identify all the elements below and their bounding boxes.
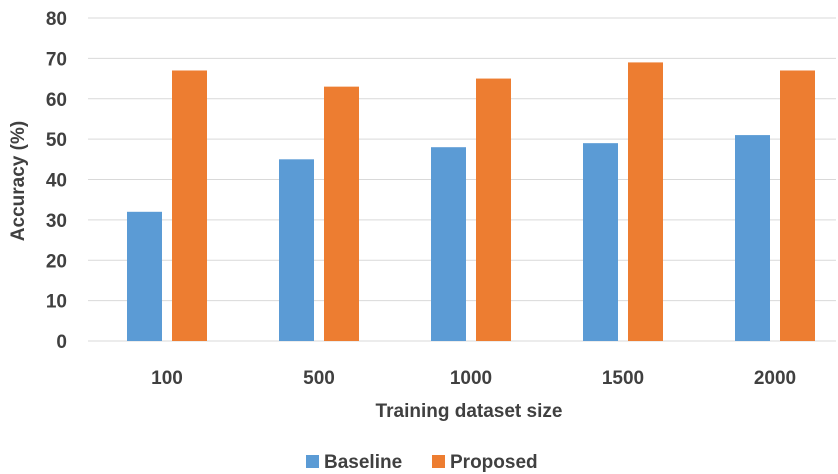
y-tick-label: 70 <box>46 49 67 70</box>
y-axis-title: Accuracy (%) <box>8 121 29 241</box>
bar-baseline-500 <box>279 159 314 341</box>
y-tick-labels: 0 10 20 30 40 50 60 70 80 <box>46 9 67 353</box>
bar-proposed-2000 <box>780 70 815 342</box>
y-tick-label: 80 <box>46 9 67 30</box>
x-tick-label: 500 <box>303 368 335 389</box>
x-tick-label: 2000 <box>754 368 796 389</box>
y-tick-label: 40 <box>46 171 67 192</box>
bar-proposed-1500 <box>628 62 663 341</box>
bar-baseline-2000 <box>735 135 770 341</box>
y-tick-label: 20 <box>46 251 67 272</box>
y-tick-label: 0 <box>56 332 67 353</box>
x-tick-label: 1500 <box>602 368 644 389</box>
bar-baseline-1500 <box>583 143 618 341</box>
legend: Baseline Proposed <box>306 452 538 473</box>
legend-swatch-baseline <box>306 455 319 468</box>
bar-baseline-100 <box>127 211 162 341</box>
x-axis-title: Training dataset size <box>376 401 563 422</box>
y-tick-label: 50 <box>46 130 67 151</box>
legend-swatch-proposed <box>432 455 445 468</box>
x-tick-labels: 100 500 1000 1500 2000 <box>151 368 796 389</box>
x-tick-label: 1000 <box>450 368 492 389</box>
bar-proposed-500 <box>324 86 359 341</box>
y-tick-label: 60 <box>46 90 67 111</box>
y-tick-label: 30 <box>46 211 67 232</box>
bar-proposed-100 <box>172 70 207 342</box>
legend-label-proposed: Proposed <box>450 452 538 473</box>
bar-baseline-1000 <box>431 147 466 341</box>
x-tick-label: 100 <box>151 368 183 389</box>
bars <box>127 62 815 342</box>
bar-proposed-1000 <box>476 78 511 341</box>
legend-label-baseline: Baseline <box>324 452 402 473</box>
y-tick-label: 10 <box>46 292 67 313</box>
